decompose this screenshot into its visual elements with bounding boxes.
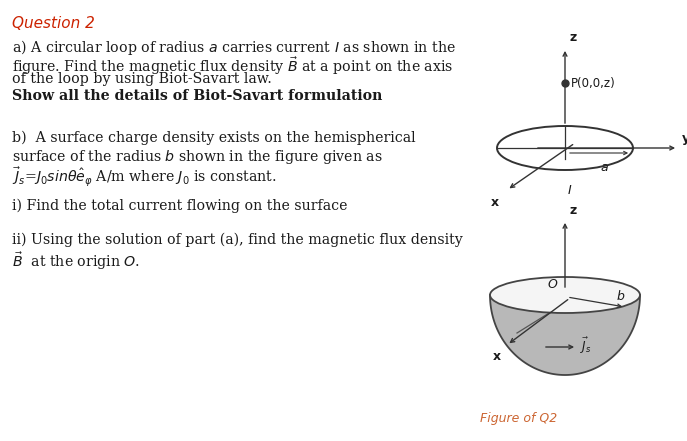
Ellipse shape xyxy=(490,277,640,313)
Polygon shape xyxy=(490,295,640,375)
Text: z: z xyxy=(569,31,576,44)
Text: figure. Find the magnetic flux density $\vec{B}$ at a point on the axis: figure. Find the magnetic flux density $… xyxy=(12,55,453,77)
Text: Figure of Q2: Figure of Q2 xyxy=(480,412,557,425)
Text: $\vec{B}$  at the origin $O$.: $\vec{B}$ at the origin $O$. xyxy=(12,250,140,272)
Text: i) Find the total current flowing on the surface: i) Find the total current flowing on the… xyxy=(12,199,348,213)
Text: a: a xyxy=(600,161,608,174)
Text: surface of the radius $b$ shown in the figure given as: surface of the radius $b$ shown in the f… xyxy=(12,148,383,166)
Text: P(0,0,z): P(0,0,z) xyxy=(571,76,616,90)
Text: ii) Using the solution of part (a), find the magnetic flux density: ii) Using the solution of part (a), find… xyxy=(12,233,463,247)
Text: I: I xyxy=(568,184,572,197)
Text: Question 2: Question 2 xyxy=(12,16,95,31)
Text: Show all the details of Biot-Savart formulation: Show all the details of Biot-Savart form… xyxy=(12,89,383,103)
Text: O: O xyxy=(547,278,557,291)
Text: z: z xyxy=(569,204,576,217)
Text: y: y xyxy=(682,132,687,145)
Text: a) A circular loop of radius $a$ carries current $I$ as shown in the: a) A circular loop of radius $a$ carries… xyxy=(12,38,456,57)
Text: of the loop by using Biot-Savart law.: of the loop by using Biot-Savart law. xyxy=(12,72,272,86)
Text: b: b xyxy=(617,290,625,303)
Text: x: x xyxy=(493,350,501,363)
Text: b)  A surface charge density exists on the hemispherical: b) A surface charge density exists on th… xyxy=(12,131,416,146)
Text: x: x xyxy=(491,196,499,209)
Text: $\vec{J}_s$=$J_0 sin\theta\hat{e}_\varphi$ A/m where $J_0$ is constant.: $\vec{J}_s$=$J_0 sin\theta\hat{e}_\varph… xyxy=(12,165,276,188)
Text: $\vec{J}_s$: $\vec{J}_s$ xyxy=(580,336,592,356)
